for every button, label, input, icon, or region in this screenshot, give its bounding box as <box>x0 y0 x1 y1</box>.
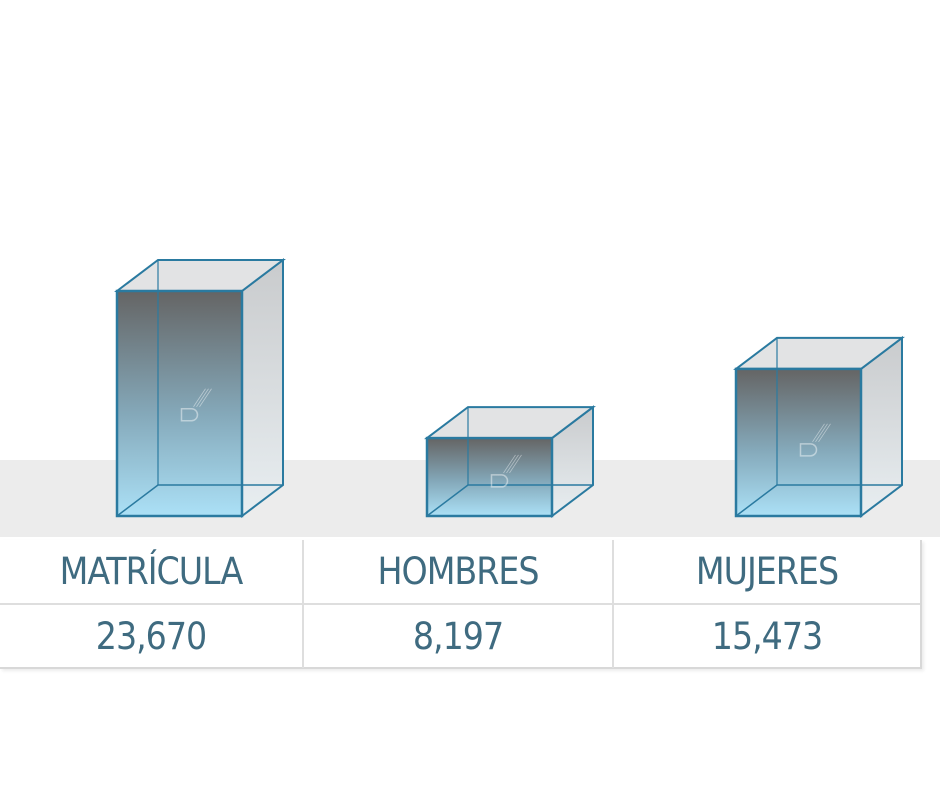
logo-shape <box>490 474 509 488</box>
bar-mujeres <box>733 335 905 519</box>
value-mujeres: 15,473 <box>612 605 920 668</box>
header-matricula: MATRÍCULA <box>59 550 244 593</box>
header-mujeres: MUJERES <box>612 540 920 603</box>
header-row: MATRÍCULA HOMBRES MUJERES <box>0 540 920 603</box>
logo-line <box>506 454 519 474</box>
bar-front-face <box>425 436 554 518</box>
logo-shape <box>799 443 818 457</box>
logo-line <box>815 423 828 443</box>
values-row: 23,670 8,197 15,473 <box>0 603 920 668</box>
data-table: MATRÍCULA HOMBRES MUJERES 23,670 8,197 1… <box>0 540 922 669</box>
logo-line <box>812 423 825 443</box>
logo-line <box>818 423 831 443</box>
logo-line <box>509 454 522 474</box>
watermark-logo-icon <box>799 423 831 457</box>
logo-line <box>193 388 206 407</box>
logo-line <box>503 454 516 474</box>
bar-hombres <box>424 405 596 519</box>
bar-side-face <box>241 257 284 519</box>
value-matricula: 23,670 <box>95 615 207 658</box>
value-hombres: 8,197 <box>302 605 612 668</box>
watermark-logo-icon <box>490 454 522 488</box>
logo-line <box>196 388 209 407</box>
header-hombres: HOMBRES <box>302 540 612 603</box>
bar-front-face <box>115 289 244 518</box>
watermark-logo-icon <box>180 388 212 422</box>
logo-line <box>199 388 212 407</box>
logo-shape <box>180 408 199 422</box>
bar-front-face <box>734 367 863 518</box>
bar-matricula <box>114 257 286 519</box>
